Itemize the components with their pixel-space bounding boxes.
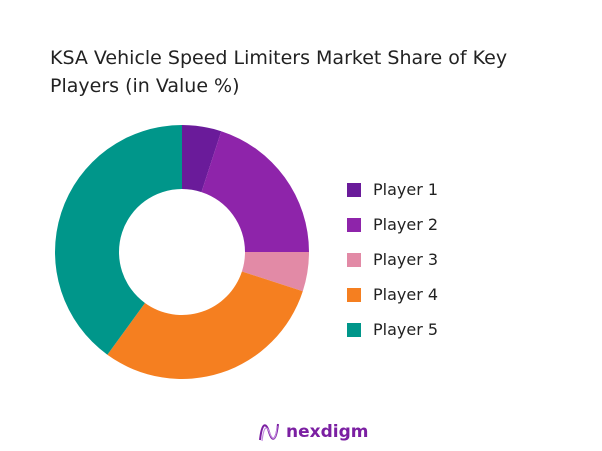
legend-label: Player 3 (373, 250, 439, 269)
legend: Player 1 Player 2 Player 3 Player 4 Player 5 (347, 172, 438, 347)
slice-player-1 (182, 125, 222, 193)
slice-player-4 (107, 271, 303, 379)
legend-item: Player 2 (347, 207, 438, 242)
legend-label: Player 2 (373, 215, 439, 234)
legend-item: Player 1 (347, 172, 438, 207)
slice-player-3 (241, 252, 309, 292)
legend-item: Player 4 (347, 277, 438, 312)
brand-name: nexdigm (286, 422, 369, 442)
legend-swatch (347, 217, 361, 232)
legend-swatch (347, 252, 361, 267)
legend-label: Player 4 (373, 285, 439, 304)
chart-title: KSA Vehicle Speed Limiters Market Share … (50, 47, 508, 97)
legend-swatch (347, 287, 361, 302)
legend-item: Player 3 (347, 242, 438, 277)
slice-player-5 (55, 125, 182, 355)
legend-label: Player 5 (373, 320, 439, 339)
legend-item: Player 5 (347, 312, 438, 347)
legend-label: Player 1 (373, 180, 439, 199)
nexdigm-logo-icon (259, 423, 279, 442)
legend-swatch (347, 182, 361, 197)
slice-player-2 (201, 131, 309, 252)
nexdigm-logo: nexdigm (258, 420, 368, 444)
legend-swatch (347, 322, 361, 337)
